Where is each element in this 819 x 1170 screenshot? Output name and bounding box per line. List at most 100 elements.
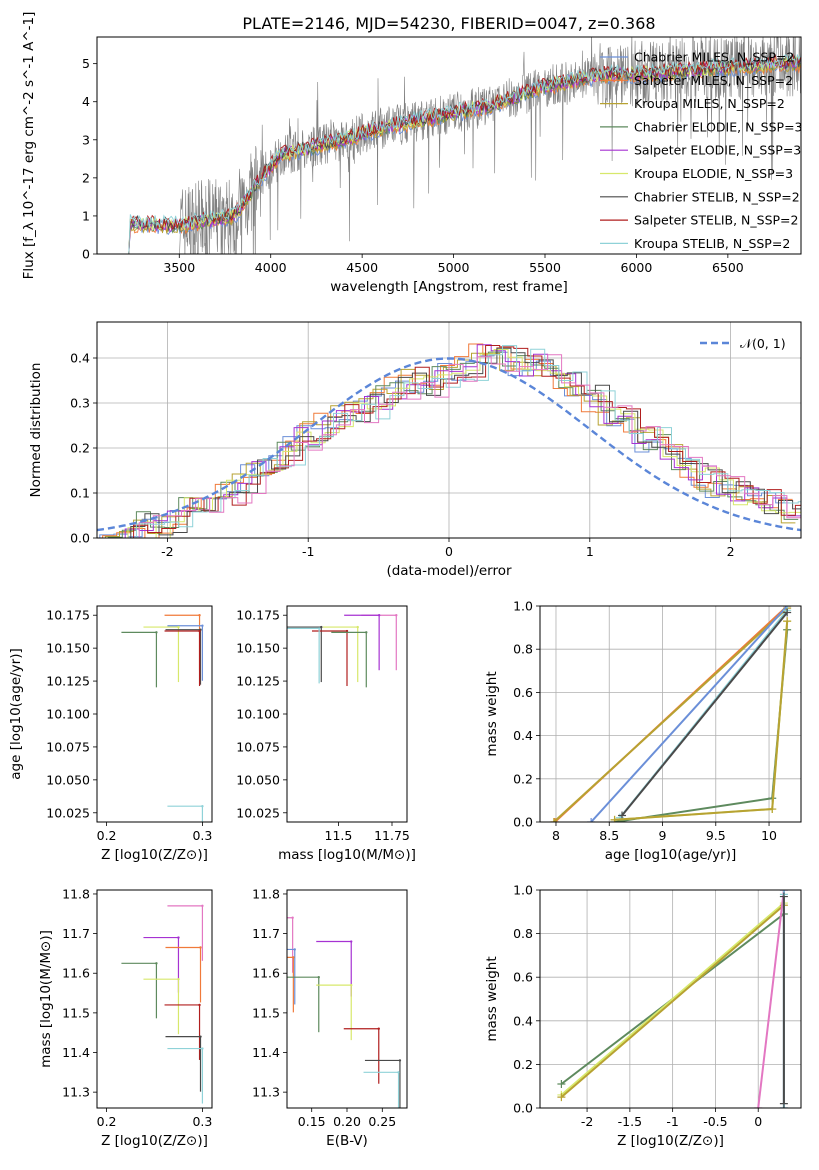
series-marker [618,811,627,820]
legend-label: Kroupa MILES, N_SSP=2 [634,96,785,111]
data-point [199,1035,202,1038]
data-point [345,629,349,633]
data-point [395,614,398,617]
y-tick-label: 1 [82,208,90,223]
data-point [350,983,353,987]
data-point [291,916,294,919]
x-tick-label: -0.5 [703,1114,727,1129]
plot-area [557,890,788,1108]
axes-frame [539,889,802,1109]
model-spectrum [124,54,801,254]
y-tick-label: 0.2 [70,441,90,456]
panel-mass-vs-Z: 0.2 0.3 11.3 11.4 11.5 11.6 11.7 11.8 Z [log10(Z… [38,886,213,1149]
y-tick-label: 0.6 [513,970,533,985]
series-line [590,606,788,822]
y-tick-label: 10.050 [236,772,280,787]
legend-label: Chabrier ELODIE, N_SSP=3 [634,119,803,134]
axes-frame [286,889,408,1109]
y-tick-label: 0.3 [70,396,90,411]
y-tick-label: 11.3 [62,1085,90,1100]
y-tick-label: 10.125 [46,674,90,689]
x-tick-label: 0.3 [192,828,212,843]
series-line [757,890,785,1108]
y-tick-label: 5 [82,56,90,71]
x-tick-label: 11.5 [325,828,353,843]
series-line [621,611,788,817]
y-tick-label: 10.150 [236,641,280,656]
x-tick-label: 5500 [529,260,561,275]
x-tick-label: 1 [586,544,594,559]
axes-frame [96,889,213,1109]
x-tick-label: -2 [161,544,173,559]
legend-label: Salpeter MILES, N_SSP=2 [634,73,793,88]
data-point [350,940,353,943]
histogram-step [111,354,801,538]
series-marker [549,818,558,822]
series-marker [550,818,559,822]
series-marker [779,1099,788,1108]
legend-label: 𝒩(0, 1) [740,336,786,351]
panel-age-vs-mass: 11.5 11.75 10.025 10.050 10.075 10.100 10.125 1… [236,605,416,863]
panel-spectrum: Chabrier MILES, N_SSP=2 Salpeter MILES, N… [21,12,803,295]
y-tick-label: 11.5 [252,1005,280,1020]
y-tick-label: 11.4 [252,1045,280,1060]
x-axis-label: (data-model)/error [386,563,512,579]
observed-spectrum [179,37,801,254]
x-tick-label: -1.5 [618,1114,642,1129]
y-tick-label: 0.8 [513,926,533,941]
y-tick-label: 0.0 [513,815,533,830]
x-tick-label: -2 [581,1114,593,1129]
legend-label: Salpeter STELIB, N_SSP=2 [634,213,798,228]
y-axis-label: Normed distribution [28,363,44,498]
data-point [155,962,158,965]
series-line [614,621,789,821]
y-tick-label: 11.8 [62,886,90,901]
axes-frame [96,605,213,823]
axes-frame [96,36,802,255]
x-axis-label: E(B-V) [326,1133,368,1149]
x-tick-label: 9 [659,828,667,843]
x-tick-label: 9.5 [706,828,726,843]
y-tick-label: 10.050 [46,772,90,787]
data-point [201,1047,204,1050]
series-line [553,607,788,822]
y-axis-label: mass weight [484,956,500,1041]
data-point [177,625,180,629]
series-marker [779,892,788,901]
plot-area [121,614,204,822]
data-point [397,1071,400,1074]
series-line [614,621,789,821]
data-point [201,904,204,908]
x-tick-label: 10 [761,828,777,843]
x-tick-label: 4500 [346,260,378,275]
y-tick-label: 10.075 [236,739,280,754]
y-tick-label: 10.075 [46,739,90,754]
legend-label: Chabrier MILES, N_SSP=2 [634,50,794,65]
plot-area [287,614,398,688]
y-tick-label: 10.025 [236,805,280,820]
y-tick-label: 0.4 [70,351,90,366]
data-point [365,631,368,634]
x-tick-label: 2 [727,544,735,559]
panel-mass-vs-ebv: 0.15 0.20 0.25 11.3 11.4 11.5 11.6 11.7 11.8 E(B-… [252,886,408,1149]
x-tick-label: 0.2 [97,828,117,843]
series-marker [768,805,777,814]
legend-label: Kroupa ELODIE, N_SSP=3 [634,166,793,181]
x-tick-label: 5000 [438,260,470,275]
data-point [377,614,381,617]
y-tick-label: 0.4 [513,728,533,743]
histogram-step [108,345,801,538]
y-tick-label: 11.8 [252,886,280,901]
series-marker [587,818,596,822]
y-tick-label: 11.3 [252,1085,280,1100]
legend-label: Kroupa STELIB, N_SSP=2 [634,236,790,251]
histogram-step [102,347,801,538]
x-tick-label: -1 [302,544,314,559]
x-tick-label: 0.3 [192,1114,212,1129]
y-tick-label: 0.2 [513,771,533,786]
y-tick-label: 10.025 [46,805,90,820]
data-point [293,948,296,951]
data-point [398,1059,402,1062]
plot-area [124,37,801,254]
